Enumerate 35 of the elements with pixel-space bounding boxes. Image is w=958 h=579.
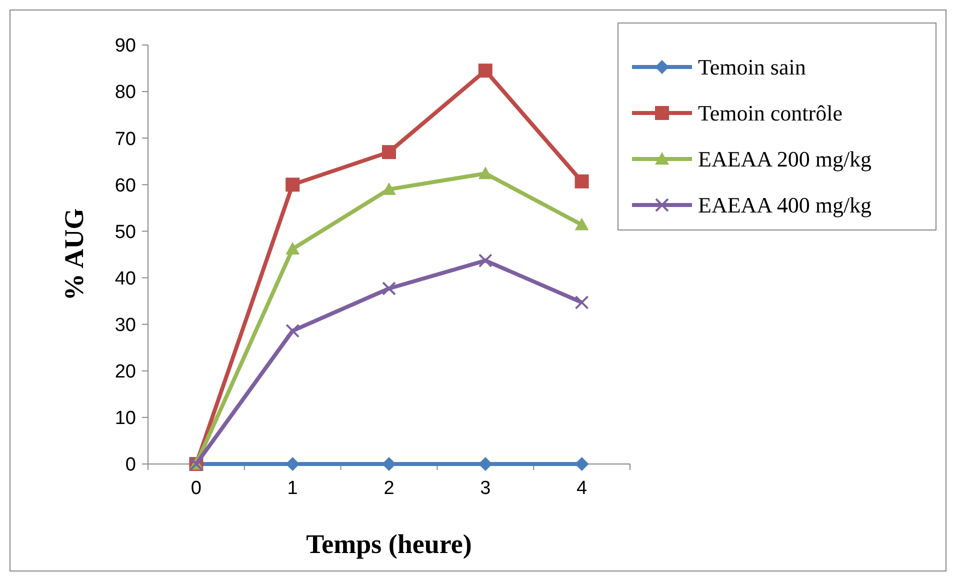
legend-label: Temoin sain — [698, 54, 806, 80]
point — [574, 174, 589, 188]
legend-label: Temoin contrôle — [698, 100, 842, 126]
point — [574, 457, 589, 471]
legend-label: EAEAA 200 mg/kg — [698, 146, 872, 172]
y-tick-label: 20 — [114, 362, 136, 383]
point — [286, 178, 300, 192]
y-tick-label: 30 — [114, 314, 136, 336]
point — [382, 281, 396, 296]
point — [478, 64, 492, 78]
y-tick-label: 80 — [114, 82, 136, 104]
y-tick-label: 0 — [125, 454, 136, 476]
x-axis-title: Temps (heure) — [306, 529, 472, 559]
point — [382, 145, 396, 160]
point — [574, 295, 589, 310]
x-tick-label: 3 — [480, 478, 491, 499]
point — [286, 242, 300, 255]
x-tick-label: 4 — [576, 478, 588, 499]
y-axis-title: % AUG — [59, 208, 89, 301]
x-tick-label: 0 — [190, 478, 202, 499]
y-tick-label: 70 — [114, 128, 136, 150]
x-tick-label: 2 — [384, 478, 394, 499]
point — [286, 324, 300, 338]
y-tick-label: 60 — [114, 175, 136, 196]
y-tick-label: 90 — [114, 36, 136, 57]
point — [382, 182, 396, 195]
point — [382, 457, 396, 471]
y-tick-label: 50 — [114, 222, 136, 243]
x-tick-label: 1 — [287, 478, 298, 499]
y-tick-label: 10 — [114, 408, 136, 430]
y-tick-label: 40 — [114, 268, 136, 290]
point — [478, 254, 492, 268]
point — [574, 218, 589, 230]
legend-label: EAEAA 400 mg/kg — [698, 192, 872, 218]
point — [478, 166, 492, 180]
